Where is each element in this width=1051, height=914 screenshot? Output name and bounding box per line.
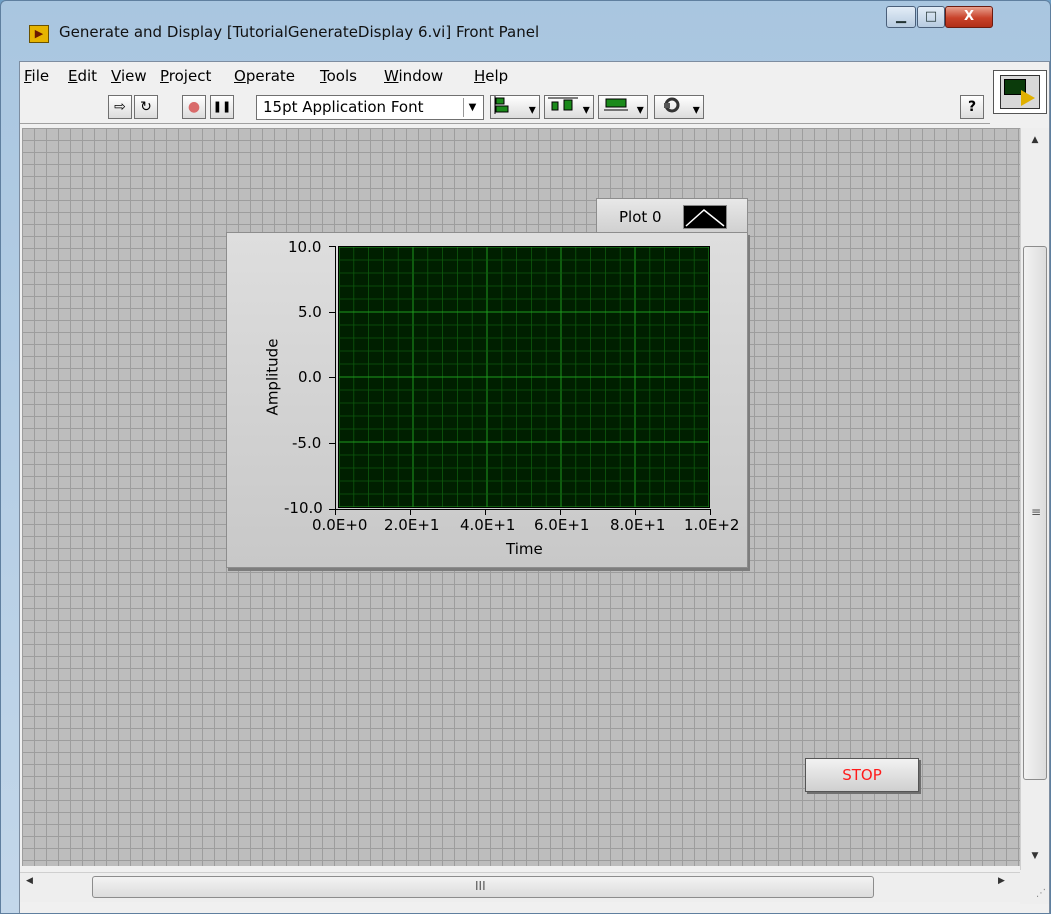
x-tick-mark [635,509,636,515]
distribute-dropdown-arrow: ▾ [582,102,590,118]
x-axis-line [335,509,711,510]
resize-objects-glyph [604,98,629,111]
menu-edit[interactable]: Edit [68,67,98,85]
reorder-dropdown-arrow: ▾ [692,102,700,118]
vi-icon-screen [1004,79,1026,95]
title-bar[interactable]: ▶ Generate and Display [TutorialGenerate… [1,1,1050,59]
scroll-grip-icon: III [475,879,486,893]
distribute-objects-icon[interactable]: ▾ [544,95,594,119]
pause-icon[interactable]: ❚❚ [210,95,234,119]
window-title: Generate and Display [TutorialGenerateDi… [59,23,540,41]
reorder-glyph [664,97,680,113]
menu-window[interactable]: Window [384,67,444,85]
scroll-left-arrow-icon[interactable]: ◀ [26,876,33,886]
labview-app-icon: ▶ [29,25,49,43]
resize-grip-icon[interactable]: ⋰ [1020,870,1049,904]
x-tick-label: 8.0E+1 [610,516,666,534]
y-tick-label: 10.0 [288,238,322,256]
y-tick-mark [329,312,336,313]
align-dropdown-arrow: ▾ [528,102,536,118]
y-tick-mark [329,377,336,378]
x-tick-mark [335,509,336,515]
vi-icon-arrow [1021,90,1035,106]
run-arrow-icon[interactable]: ⇨ [108,95,132,119]
stop-button[interactable]: STOP [805,758,919,792]
x-tick-label: 2.0E+1 [384,516,440,534]
scroll-grip-icon: ≡ [1031,505,1042,519]
vi-connector-icon[interactable] [993,70,1047,114]
x-axis-title: Time [506,540,543,558]
distribute-objects-glyph [548,97,579,111]
front-panel-canvas[interactable]: Plot 0 10.0 5.0 0.0 -5.0 -10.0 [22,128,1020,866]
minimize-button[interactable]: ▁ [886,6,916,28]
close-button[interactable]: X [945,6,993,28]
scroll-up-arrow-icon[interactable]: ▲ [1031,135,1039,145]
horizontal-scroll-thumb[interactable]: III [92,876,874,898]
plot-grid [338,246,710,508]
y-tick-label: -10.0 [284,499,323,517]
x-tick-mark [410,509,411,515]
y-axis-title: Amplitude [263,338,282,416]
x-tick-mark [560,509,561,515]
y-tick-label: 0.0 [298,368,322,386]
menu-bar: File Edit View Project Operate Tools Win… [20,62,990,90]
menu-view[interactable]: View [111,67,147,85]
menu-project[interactable]: Project [160,67,212,85]
reorder-icon[interactable]: ▾ [654,95,704,119]
font-select[interactable]: 15pt Application Font ▼ [256,95,484,120]
menu-operate[interactable]: Operate [234,67,296,85]
vi-icon-image [1000,75,1040,109]
font-select-value: 15pt Application Font [263,98,424,116]
vertical-scroll-thumb[interactable]: ≡ [1023,246,1047,780]
horizontal-scrollbar[interactable]: ◀ III ▶ [20,872,1020,902]
menu-tools[interactable]: Tools [320,67,357,85]
resize-objects-icon[interactable]: ▾ [598,95,648,119]
resize-dropdown-arrow: ▾ [636,102,644,118]
y-tick-label: 5.0 [298,303,322,321]
plot-line-style-icon [683,205,727,229]
y-tick-mark [329,443,336,444]
chevron-down-icon: ▼ [463,98,481,117]
x-tick-label: 0.0E+0 [312,516,368,534]
plot-legend-label: Plot 0 [619,208,662,226]
menu-file[interactable]: File [24,67,50,85]
x-tick-label: 1.0E+2 [684,516,740,534]
y-axis-line [335,246,336,510]
x-tick-mark [485,509,486,515]
align-objects-icon[interactable]: ▾ [490,95,540,119]
menu-help[interactable]: Help [474,67,509,85]
x-tick-label: 4.0E+1 [460,516,516,534]
x-tick-mark [710,509,711,515]
y-tick-label: -5.0 [292,434,322,452]
abort-execution-icon[interactable]: ● [182,95,206,119]
waveform-plot-area[interactable] [338,246,710,508]
run-continuously-icon[interactable]: ↻ [134,95,158,119]
x-tick-label: 6.0E+1 [534,516,590,534]
y-tick-mark [329,509,336,510]
maximize-button[interactable]: □ [917,6,945,28]
y-tick-mark [329,246,336,247]
vertical-scrollbar[interactable]: ▲ ≡ ▼ [1020,128,1049,870]
scroll-down-arrow-icon[interactable]: ▼ [1031,851,1039,861]
align-objects-glyph [494,96,509,114]
scroll-right-arrow-icon[interactable]: ▶ [998,876,1005,886]
toolbar: ⇨ ↻ ● ❚❚ 15pt Application Font ▼ ▾ ▾ ▾ [20,90,990,124]
plot-legend[interactable]: Plot 0 [596,198,748,234]
client-area: File Edit View Project Operate Tools Win… [19,61,1050,913]
context-help-icon[interactable]: ? [960,95,984,119]
